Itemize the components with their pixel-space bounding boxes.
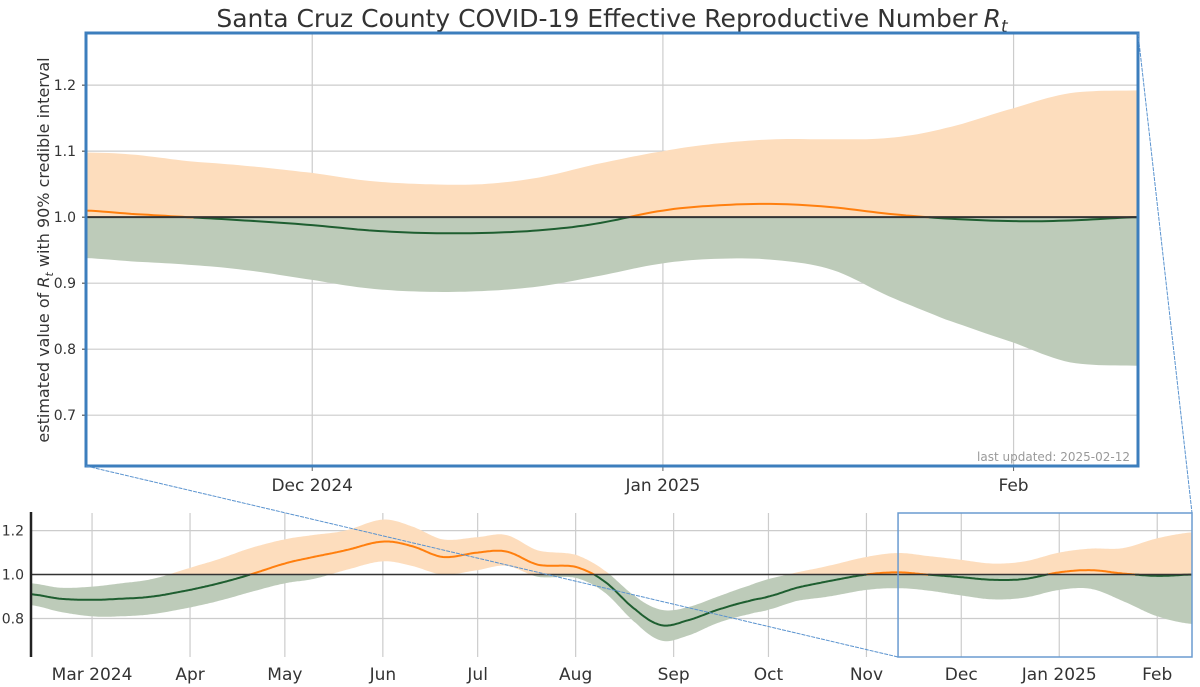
rt-line-above-1 [1048, 569, 1136, 576]
x-tick-label: Dec 2024 [271, 476, 353, 496]
x-tick-label: Jul [466, 665, 488, 685]
rt-line-above-1 [628, 202, 929, 219]
detail-plot: 0.7 0.8 0.9 1.0 1.1 1.2 Dec 2024 Jan 2025 Feb la… [54, 31, 1140, 496]
x-tick-label: Mar 2024 [52, 665, 133, 685]
y-tick-label: 0.8 [2, 612, 24, 628]
y-tick-label: 1.1 [54, 144, 76, 160]
chart-title: Santa Cruz County COVID-19 Effective Rep… [216, 4, 1009, 37]
rt-line-below-1 [928, 216, 1138, 223]
y-axis-label: estimated value of Rt with 90% credible … [34, 57, 56, 442]
rt-line-below-1 [928, 573, 1049, 581]
y-tick-label: 1.2 [54, 78, 76, 94]
rt-line-above-1 [866, 571, 929, 576]
x-tick-label: Nov [850, 665, 883, 685]
chart-title-text: Santa Cruz County COVID-19 Effective Rep… [216, 4, 978, 33]
y-label-pre: estimated value of [34, 288, 53, 443]
zoom-connector-right [1137, 32, 1193, 514]
zoom-connector-lines [85, 32, 1193, 658]
y-tick-label: 0.8 [54, 342, 76, 358]
detail-lines [86, 202, 1138, 235]
chart-title-subscript: t [1001, 17, 1009, 37]
y-label-subscript: t [43, 272, 56, 277]
credible-band-below-1 [86, 217, 1138, 366]
overview-ticks: 0.8 1.0 1.2 Mar 2024 Apr May Jun Jul Aug Sep Oct No… [2, 524, 1173, 685]
x-tick-label: Feb [1142, 665, 1172, 685]
x-tick-label: Jan 2025 [1021, 665, 1097, 685]
x-tick-label: Apr [175, 665, 204, 685]
overview-plot: 0.8 1.0 1.2 Mar 2024 Apr May Jun Jul Aug Sep Oct No… [2, 512, 1193, 685]
x-tick-label: May [267, 665, 302, 685]
x-tick-label: Aug [559, 665, 592, 685]
x-tick-label: Feb [999, 476, 1029, 496]
rt-line-above-1 [249, 540, 596, 576]
overview-lines [32, 540, 1192, 627]
detail-bands [86, 90, 1138, 366]
detail-ticks: 0.7 0.8 0.9 1.0 1.1 1.2 Dec 2024 Jan 2025 Feb [54, 78, 1029, 496]
y-label-post: with 90% credible interval [34, 57, 53, 272]
x-tick-label: Sep [658, 665, 690, 685]
credible-band-above-1 [86, 90, 1138, 218]
zoom-window-indicator[interactable] [897, 512, 1193, 658]
y-tick-label: 1.0 [54, 210, 76, 226]
rt-line-below-1 [594, 573, 867, 627]
y-tick-label: 1.0 [2, 568, 24, 584]
x-tick-label: Dec [945, 665, 978, 685]
rt-line-below-1 [193, 216, 630, 235]
credible-band-above-1 [32, 519, 1192, 575]
last-updated-annotation: last updated: 2025-02-12 [977, 450, 1130, 464]
zoom-connector-left [85, 465, 899, 658]
x-tick-label: Jun [369, 665, 397, 685]
y-label-math: R [34, 277, 53, 288]
chart-title-math: R [984, 4, 1001, 33]
credible-band-below-1 [32, 574, 1192, 642]
x-tick-label: Jan 2025 [624, 476, 700, 496]
y-tick-label: 0.9 [54, 276, 76, 292]
x-tick-label: Oct [754, 665, 784, 685]
rt-line-below-1 [32, 573, 251, 601]
detail-frame [84, 31, 1140, 468]
y-tick-label: 0.7 [54, 408, 76, 424]
y-tick-label: 1.2 [2, 524, 24, 540]
